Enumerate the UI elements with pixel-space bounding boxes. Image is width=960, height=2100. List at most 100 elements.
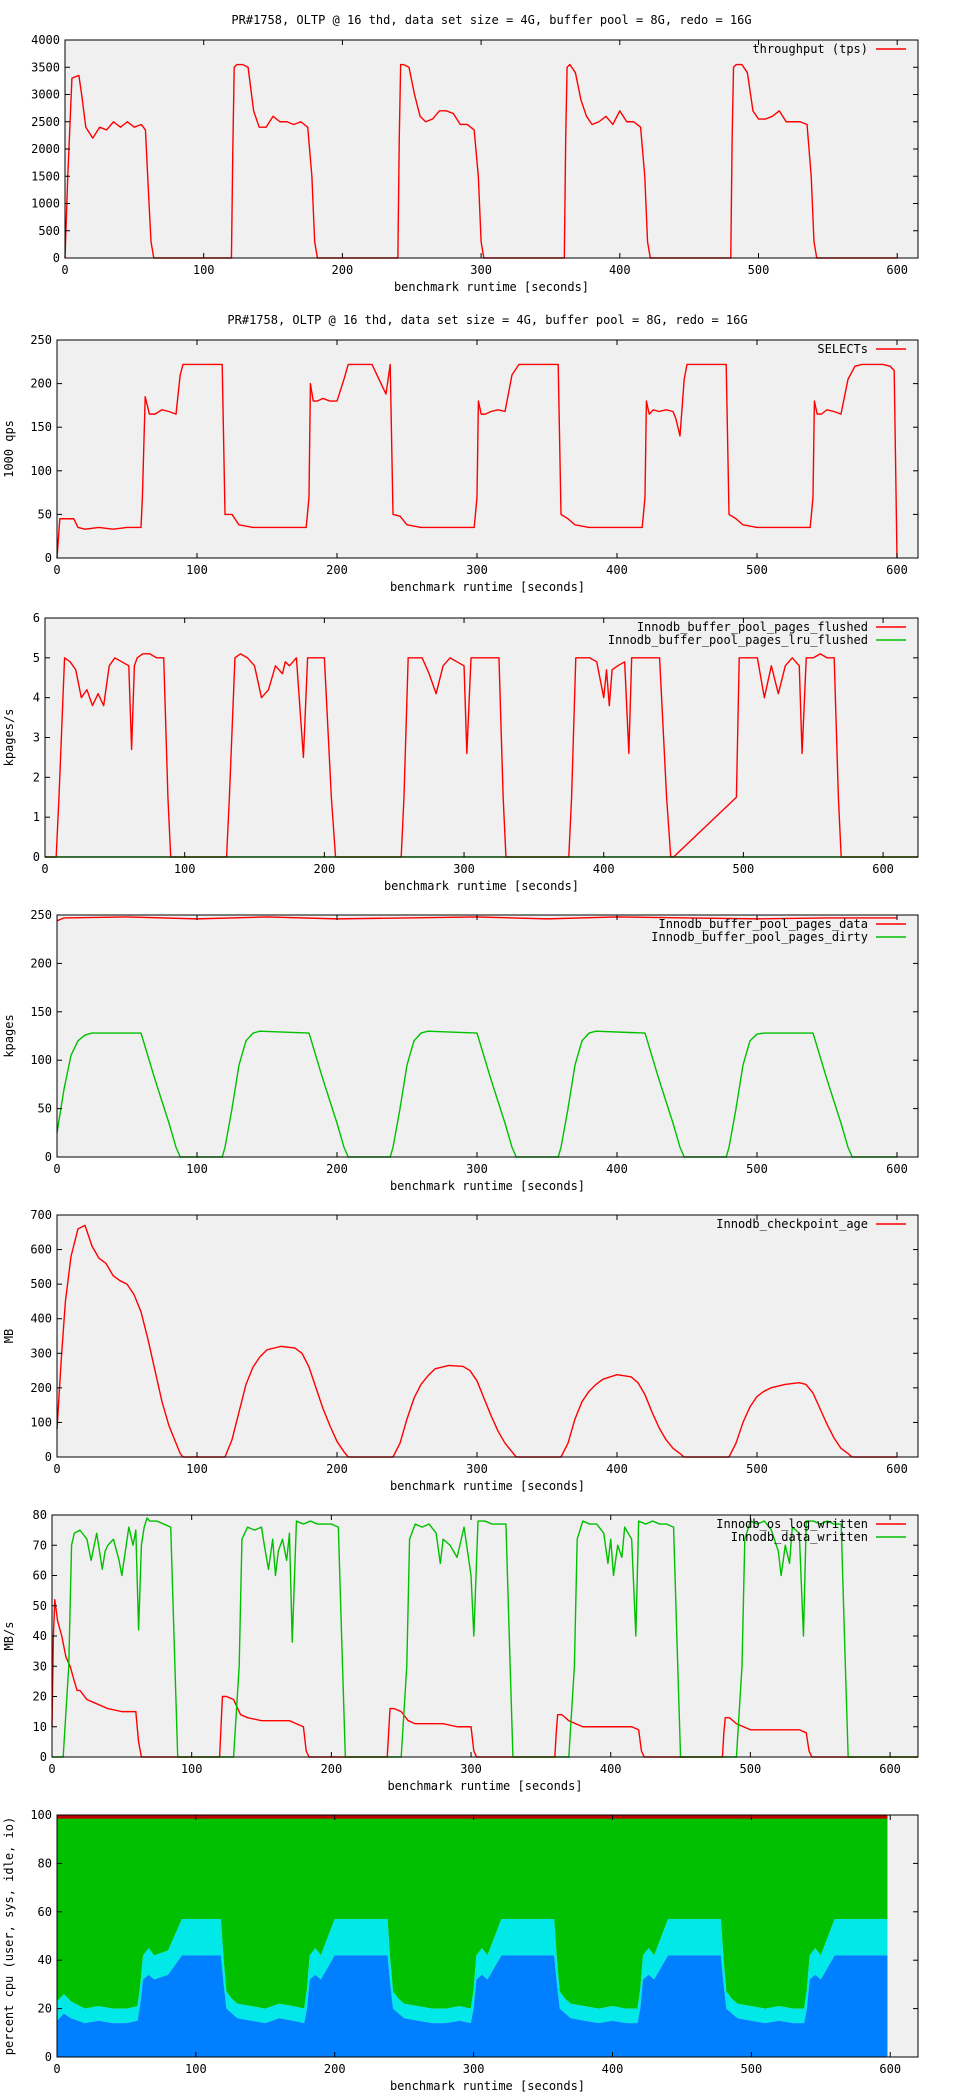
x-tick-label: 500 (740, 1762, 762, 1776)
plot-frame (56, 339, 919, 559)
x-tick-label: 300 (453, 862, 475, 876)
y-tick-label: 0 (45, 1150, 52, 1164)
y-tick-label: 600 (30, 1243, 52, 1257)
plot-frame (56, 914, 919, 1158)
x-tick-label: 500 (741, 2062, 763, 2076)
y-tick-label: 3000 (31, 88, 60, 102)
y-tick-label: 10 (33, 1720, 47, 1734)
y-tick-label: 4 (33, 691, 40, 705)
x-tick-label: 400 (606, 563, 628, 577)
y-tick-label: 100 (30, 1808, 52, 1822)
y-tick-label: 400 (30, 1312, 52, 1326)
y-tick-label: 200 (30, 956, 52, 970)
x-tick-label: 600 (886, 1162, 908, 1176)
x-tick-label: 300 (466, 563, 488, 577)
x-tick-label: 100 (185, 2062, 207, 2076)
x-tick-label: 100 (186, 563, 208, 577)
chart-2: PR#1758, OLTP @ 16 thd, data set size = … (2, 313, 919, 594)
x-tick-label: 0 (48, 1762, 55, 1776)
x-tick-label: 400 (602, 2062, 624, 2076)
chart-3: 0 1 2 3 4 5 6 0 100 200 300 400 500 600 benchmark runt… (2, 611, 919, 893)
y-tick-label: 0 (40, 1750, 47, 1764)
x-tick-label: 400 (593, 862, 615, 876)
y-tick-label: 2500 (31, 115, 60, 129)
x-axis-label: benchmark runtime [seconds] (390, 2079, 585, 2093)
y-tick-label: 150 (30, 1005, 52, 1019)
y-tick-label: 500 (38, 224, 60, 238)
x-tick-label: 200 (321, 1762, 343, 1776)
plot-frame (56, 1814, 919, 2058)
y-tick-label: 50 (33, 1599, 47, 1613)
x-tick-label: 0 (53, 1462, 60, 1476)
x-tick-label: 300 (466, 1462, 488, 1476)
series-line-1 (45, 653, 918, 858)
x-tick-label: 100 (186, 1462, 208, 1476)
x-tick-label: 400 (606, 1462, 628, 1476)
x-tick-label: 200 (332, 263, 354, 277)
y-tick-label: 200 (30, 377, 52, 391)
series-line-1 (56, 1224, 897, 1458)
plot-area (45, 618, 918, 857)
x-axis-label: benchmark runtime [seconds] (390, 1179, 585, 1193)
y-axis-label: MB/s (2, 1622, 16, 1651)
chart-title: PR#1758, OLTP @ 16 thd, data set size = … (227, 313, 747, 327)
x-tick-label: 600 (886, 1462, 908, 1476)
legend-label: SELECTs (817, 342, 868, 356)
legend-label: Innodb_buffer_pool_pages_flushed (637, 620, 868, 634)
x-axis-label: benchmark runtime [seconds] (390, 1479, 585, 1493)
plot-area (57, 340, 918, 558)
x-tick-label: 200 (314, 862, 336, 876)
series-line-1 (51, 1598, 918, 1758)
x-tick-label: 0 (53, 2062, 60, 2076)
x-tick-label: 600 (886, 563, 908, 577)
series-line-1 (56, 363, 898, 559)
x-tick-label: 200 (324, 2062, 346, 2076)
y-tick-label: 30 (33, 1659, 47, 1673)
y-tick-label: 250 (30, 908, 52, 922)
x-axis-label: benchmark runtime [seconds] (384, 879, 579, 893)
x-tick-label: 100 (181, 1762, 203, 1776)
y-tick-label: 100 (30, 464, 52, 478)
x-tick-label: 200 (326, 1162, 348, 1176)
x-tick-label: 100 (193, 263, 215, 277)
y-tick-label: 200 (30, 1381, 52, 1395)
x-tick-label: 500 (746, 1162, 768, 1176)
plot-area (65, 40, 918, 258)
chart-5: 0 100 200 300 400 500 600 700 0 100 200 300 400 500 60… (2, 1208, 919, 1493)
area-user (57, 1955, 888, 2057)
y-tick-label: 20 (38, 2002, 52, 2016)
x-axis-label: benchmark runtime [seconds] (387, 1779, 582, 1793)
x-tick-label: 100 (186, 1162, 208, 1176)
legend-label: Innodb_os_log_written (716, 1517, 868, 1531)
y-tick-label: 60 (33, 1569, 47, 1583)
y-tick-label: 50 (38, 1102, 52, 1116)
x-tick-label: 300 (466, 1162, 488, 1176)
x-tick-label: 0 (61, 263, 68, 277)
y-axis-label: kpages/s (2, 709, 16, 767)
y-tick-label: 60 (38, 1905, 52, 1919)
x-tick-label: 100 (174, 862, 196, 876)
y-tick-label: 70 (33, 1538, 47, 1552)
area-io (57, 1815, 888, 1819)
y-tick-label: 2 (33, 770, 40, 784)
x-tick-label: 300 (460, 1762, 482, 1776)
chart-4: 0 50 100 150 200 250 0 100 200 300 400 500 600 benchm… (2, 908, 919, 1193)
y-tick-label: 80 (33, 1508, 47, 1522)
y-tick-label: 80 (38, 1856, 52, 1870)
chart-6: 0 10 20 30 40 50 60 70 80 0 100 200 300 400 500 600 benc… (2, 1508, 919, 1793)
x-tick-label: 500 (746, 1462, 768, 1476)
y-tick-label: 3500 (31, 60, 60, 74)
x-tick-label: 0 (53, 563, 60, 577)
y-tick-label: 3 (33, 731, 40, 745)
x-tick-label: 200 (326, 1462, 348, 1476)
area-idle (57, 1815, 888, 2009)
area-sys (57, 1919, 888, 2024)
y-tick-label: 40 (38, 1953, 52, 1967)
legend-label: throughput (tps) (752, 42, 868, 56)
legend-label: Innodb_checkpoint_age (716, 1217, 868, 1231)
legend-label: Innodb_buffer_pool_pages_data (658, 917, 868, 931)
y-axis-label: percent cpu (user, sys, idle, io) (2, 1817, 16, 2055)
y-tick-label: 0 (53, 251, 60, 265)
series-line-1 (56, 916, 897, 922)
